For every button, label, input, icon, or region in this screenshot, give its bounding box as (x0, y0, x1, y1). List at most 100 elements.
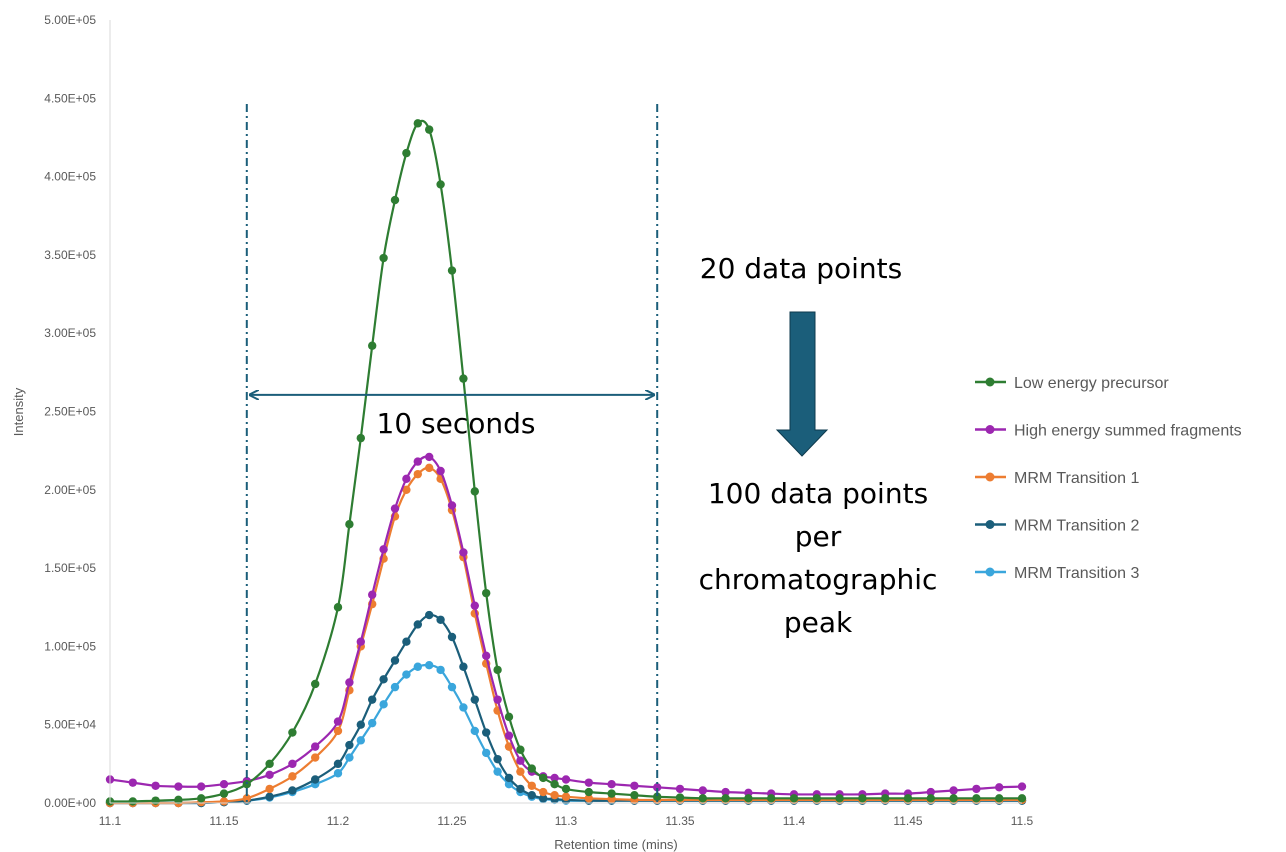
data-point (345, 740, 354, 750)
data-point (368, 695, 377, 704)
down-arrow-icon (775, 311, 829, 457)
data-point (402, 148, 411, 158)
data-point (561, 792, 571, 801)
data-point (447, 682, 457, 692)
data-point (333, 717, 343, 726)
bottom-label-line: 100 data points (708, 477, 928, 510)
data-point (413, 620, 422, 629)
data-point (504, 773, 514, 783)
data-point (288, 772, 297, 781)
data-point (482, 728, 491, 737)
x-tick-label: 11.15 (209, 814, 238, 828)
data-point (470, 487, 479, 496)
data-point (368, 341, 377, 350)
data-point (539, 787, 548, 797)
data-point (721, 794, 730, 803)
data-point (265, 759, 274, 769)
y-tick-label: 1.00E+05 (44, 639, 96, 653)
data-point (425, 452, 434, 462)
data-point (436, 180, 445, 189)
data-point (584, 787, 593, 797)
legend-swatch-marker (985, 472, 995, 482)
data-point (174, 782, 183, 791)
data-point (516, 756, 525, 765)
data-point (459, 703, 468, 712)
data-point (504, 712, 514, 722)
x-tick-label: 11.35 (665, 814, 694, 828)
legend-label: Low energy precursor (1014, 375, 1169, 392)
data-point (504, 742, 514, 751)
data-point (470, 695, 479, 704)
data-point (333, 769, 343, 778)
data-point (881, 794, 890, 803)
data-point (288, 728, 297, 737)
data-point (584, 778, 593, 787)
data-point (379, 700, 388, 709)
bottom-label-line: peak (784, 606, 853, 639)
y-tick-label: 0.00E+00 (44, 796, 96, 810)
data-point (561, 775, 571, 784)
data-point (311, 679, 320, 689)
data-point (972, 794, 981, 803)
data-point (447, 266, 457, 275)
data-point (493, 665, 502, 675)
data-point (527, 764, 536, 773)
x-tick-label: 11.5 (1011, 814, 1034, 828)
legend-swatch-marker (985, 520, 995, 529)
data-point (527, 790, 536, 800)
data-point (1017, 782, 1027, 791)
x-tick-label: 11.45 (893, 814, 922, 828)
data-point (527, 781, 536, 790)
data-point (550, 790, 559, 800)
data-point (504, 780, 514, 789)
data-point (550, 780, 559, 789)
data-point (333, 603, 343, 612)
data-point (470, 601, 479, 610)
data-point (470, 726, 479, 736)
data-point (413, 119, 422, 128)
data-point (972, 784, 981, 794)
data-point (835, 794, 844, 803)
data-point (128, 778, 137, 787)
data-point (390, 656, 400, 665)
data-point (242, 780, 251, 789)
data-point (219, 780, 229, 789)
data-point (242, 794, 251, 803)
legend: Low energy precursor High energy summed f… (975, 375, 1242, 582)
legend-label: MRM Transition 1 (1014, 470, 1139, 487)
legend-item: MRM Transition 2 (975, 518, 1139, 535)
data-point (459, 662, 468, 671)
data-point (356, 637, 365, 646)
data-point (379, 675, 388, 684)
data-point (413, 469, 422, 479)
data-point (926, 787, 935, 797)
x-tick-label: 11.4 (783, 814, 806, 828)
data-point (995, 783, 1004, 792)
data-point (903, 794, 913, 803)
x-tick-label: 11.2 (327, 814, 350, 828)
data-point (926, 794, 935, 803)
data-point (265, 792, 274, 801)
series-mrm-transition-1 (105, 463, 1027, 808)
data-point (356, 720, 365, 729)
data-point (413, 662, 422, 671)
legend-item: MRM Transition 3 (975, 565, 1139, 582)
data-point (653, 792, 662, 801)
y-tick-label: 2.50E+05 (44, 405, 96, 419)
data-point (721, 787, 730, 797)
data-point (311, 742, 320, 751)
bottom-label-line: per (795, 520, 842, 553)
data-point (767, 794, 776, 803)
data-point (151, 796, 160, 805)
data-point (482, 588, 491, 598)
data-point (675, 784, 685, 794)
data-point (482, 651, 491, 660)
data-point (436, 466, 445, 476)
data-point (504, 731, 514, 740)
data-point (459, 548, 468, 557)
data-point (1017, 794, 1027, 803)
x-axis-title: Retention time (mins) (554, 837, 678, 852)
data-point (539, 794, 548, 803)
data-point (174, 795, 183, 805)
data-point (607, 789, 616, 798)
